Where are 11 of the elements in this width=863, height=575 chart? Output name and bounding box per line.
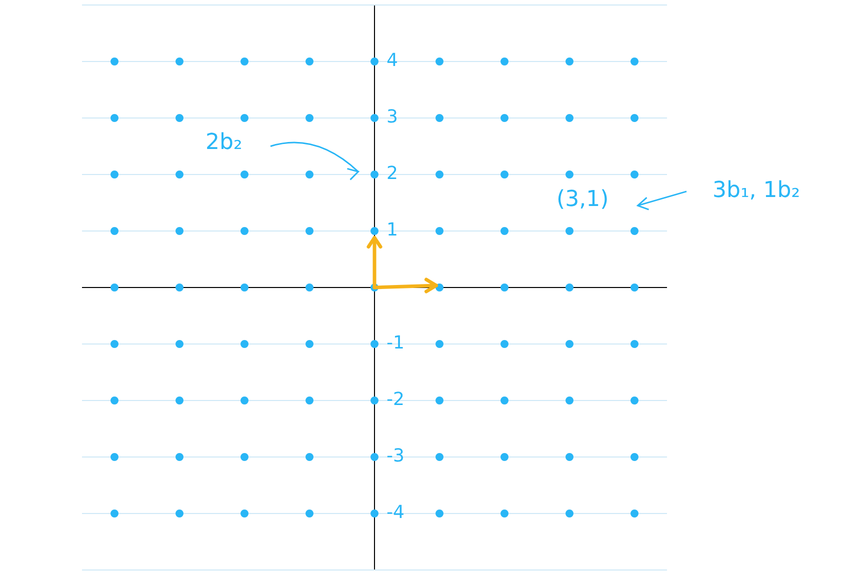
annotation: 2b₂: [206, 130, 242, 156]
y-tick-label: 2: [386, 163, 398, 184]
text: 3b₁, 1b₂: [712, 178, 800, 204]
annotation: (3,1): [556, 186, 609, 212]
y-tick-label: -4: [386, 502, 404, 524]
y-tick-label: -2: [386, 389, 404, 410]
y-tick-label: 1: [386, 220, 398, 241]
y-tick-label: -1: [386, 332, 404, 354]
y-tick-label: 3: [386, 106, 398, 128]
y-tick-label: -3: [386, 446, 404, 467]
y-tick-label: 4: [386, 50, 398, 72]
